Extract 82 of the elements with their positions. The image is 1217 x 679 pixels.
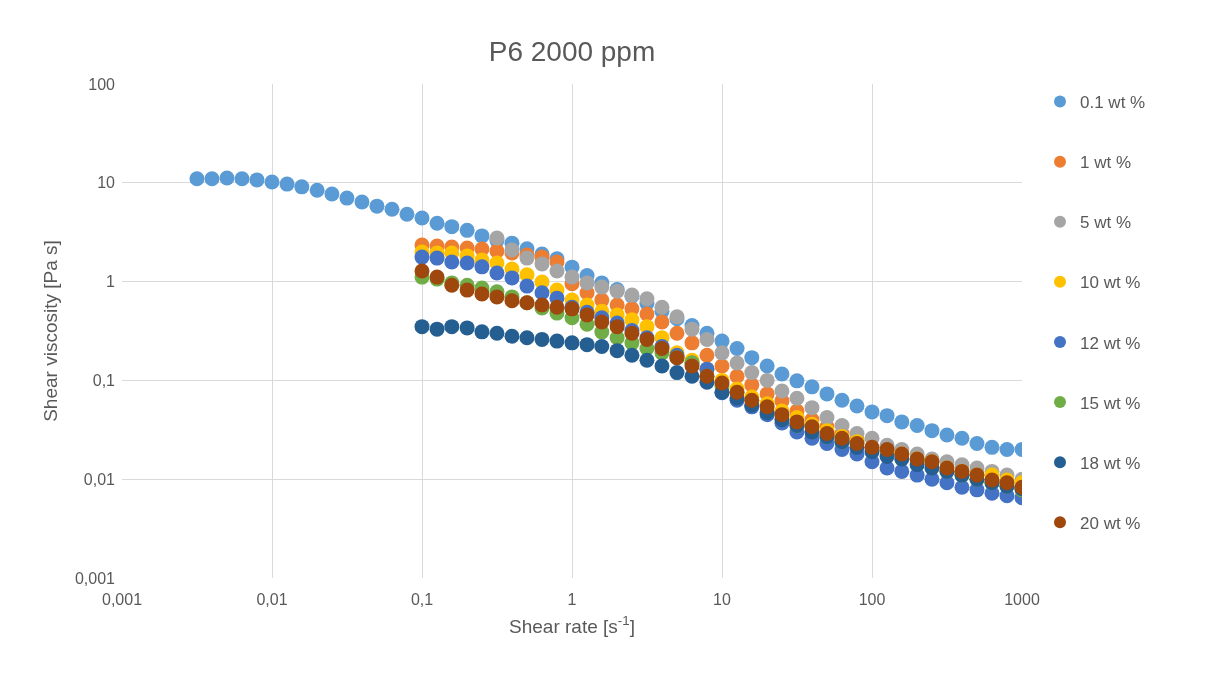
legend-label: 1 wt % — [1080, 153, 1132, 173]
legend-label: 10 wt % — [1080, 273, 1141, 293]
point — [534, 256, 550, 272]
x-tick-label: 1 — [567, 591, 577, 608]
point — [489, 325, 505, 341]
point — [414, 249, 430, 265]
point — [654, 314, 670, 330]
point — [669, 325, 685, 341]
point — [429, 321, 445, 337]
point — [414, 263, 430, 279]
point — [819, 410, 835, 426]
y-tick-label: 100 — [88, 75, 116, 93]
y-tick-label: 10 — [97, 174, 116, 192]
point — [459, 320, 475, 336]
y-tick-label: 0,1 — [92, 372, 116, 389]
point — [744, 365, 760, 381]
point — [564, 269, 580, 285]
point — [429, 250, 445, 266]
point — [609, 343, 625, 359]
point — [549, 263, 565, 279]
point — [504, 270, 520, 286]
point — [549, 333, 565, 349]
point — [609, 319, 625, 335]
point — [774, 407, 790, 423]
x-tick-label: 1000 — [1004, 591, 1040, 608]
x-tick-label: 0,01 — [256, 591, 288, 608]
point — [504, 293, 520, 309]
point — [594, 339, 610, 355]
point — [714, 358, 730, 374]
point — [444, 254, 460, 270]
legend-label: 20 wt % — [1080, 513, 1141, 533]
point — [504, 328, 520, 344]
legend-label: 18 wt % — [1080, 453, 1141, 473]
legend-label: 0.1 wt % — [1080, 93, 1146, 113]
legend-label: 5 wt % — [1080, 213, 1132, 233]
point — [534, 331, 550, 347]
point — [594, 314, 610, 330]
point — [549, 299, 565, 315]
point — [624, 347, 640, 363]
legend-label: 15 wt % — [1080, 393, 1141, 413]
point — [564, 335, 580, 351]
point — [489, 289, 505, 305]
x-tick-label: 0,1 — [410, 591, 434, 608]
point — [804, 400, 820, 416]
point — [699, 331, 715, 347]
legend-label: 12 wt % — [1080, 333, 1141, 353]
point — [519, 278, 535, 294]
x-axis-title: Shear rate [s$^{-1}$] — [509, 612, 635, 637]
point — [414, 319, 430, 335]
point — [669, 365, 685, 381]
point — [699, 347, 715, 363]
point — [474, 259, 490, 275]
point — [759, 372, 775, 388]
point — [894, 463, 910, 479]
point — [459, 282, 475, 298]
point — [714, 345, 730, 361]
x-tick-label: 100 — [858, 591, 886, 608]
x-tick-label: 10 — [713, 591, 731, 608]
point — [654, 299, 670, 315]
chart-title: P6 2000 ppm — [488, 35, 656, 67]
point — [489, 265, 505, 281]
point — [459, 255, 475, 271]
point — [864, 439, 880, 455]
point — [684, 335, 700, 351]
point — [474, 286, 490, 302]
y-tick-label: 0,001 — [74, 569, 116, 587]
point — [684, 321, 700, 337]
point — [774, 383, 790, 399]
point — [639, 291, 655, 307]
point — [729, 355, 745, 371]
point — [579, 337, 595, 353]
y-tick-label: 0,01 — [83, 470, 116, 488]
point — [654, 358, 670, 374]
point — [639, 352, 655, 368]
point — [519, 330, 535, 346]
point — [444, 319, 460, 335]
point — [474, 324, 490, 340]
point — [789, 390, 805, 406]
point — [579, 275, 595, 291]
y-axis-title: Shear viscosity [Pa s] — [39, 240, 61, 422]
y-tick-label: 1 — [106, 273, 116, 291]
point — [594, 279, 610, 295]
